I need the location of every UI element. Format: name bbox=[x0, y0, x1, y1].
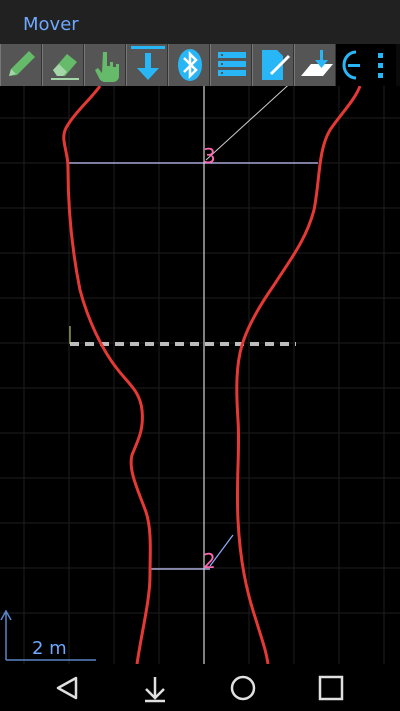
edit-document-icon bbox=[262, 50, 291, 80]
pencil-tool-button[interactable] bbox=[0, 44, 42, 86]
right-contour-line bbox=[235, 86, 362, 664]
import-plane-icon bbox=[301, 50, 333, 76]
list-icon bbox=[218, 52, 246, 76]
nav-home-button[interactable] bbox=[223, 672, 263, 704]
app-title: Mover bbox=[23, 14, 79, 35]
nav-down-button[interactable] bbox=[135, 672, 175, 704]
zoom-out-icon bbox=[342, 50, 360, 80]
scale-bar bbox=[0, 609, 96, 661]
down-arrow-icon bbox=[145, 677, 165, 703]
bluetooth-button[interactable] bbox=[168, 44, 210, 86]
left-contour-line bbox=[62, 86, 152, 664]
overflow-menu-button[interactable] bbox=[366, 44, 396, 86]
download-arrow-icon bbox=[131, 46, 165, 80]
nav-recents-button[interactable] bbox=[311, 672, 351, 704]
toolbar bbox=[0, 44, 400, 86]
point-label-2: 2 bbox=[203, 549, 216, 573]
home-circle-icon bbox=[230, 675, 256, 701]
recents-square-icon bbox=[318, 675, 344, 701]
eraser-icon bbox=[51, 54, 79, 80]
nav-back-button[interactable] bbox=[48, 672, 88, 704]
navigation-bar bbox=[0, 664, 400, 711]
app-titlebar: Mover bbox=[0, 0, 400, 44]
drawing-canvas[interactable] bbox=[0, 86, 400, 664]
touch-tool-button[interactable] bbox=[84, 44, 126, 86]
pencil-icon bbox=[9, 51, 35, 76]
overflow-menu-icon bbox=[378, 53, 383, 78]
zoom-out-button[interactable] bbox=[336, 44, 366, 86]
scale-label: 2 m bbox=[32, 638, 67, 659]
edit-document-button[interactable] bbox=[252, 44, 294, 86]
grid bbox=[0, 86, 400, 664]
back-icon bbox=[56, 676, 78, 700]
download-tool-button[interactable] bbox=[126, 44, 168, 86]
import-button[interactable] bbox=[294, 44, 336, 86]
leader-line-3 bbox=[205, 86, 288, 161]
list-button[interactable] bbox=[210, 44, 252, 86]
point-label-3: 3 bbox=[203, 144, 216, 168]
eraser-tool-button[interactable] bbox=[42, 44, 84, 86]
bluetooth-icon bbox=[178, 49, 202, 81]
hand-pointer-icon bbox=[95, 52, 119, 82]
leader-line-2 bbox=[209, 534, 234, 567]
